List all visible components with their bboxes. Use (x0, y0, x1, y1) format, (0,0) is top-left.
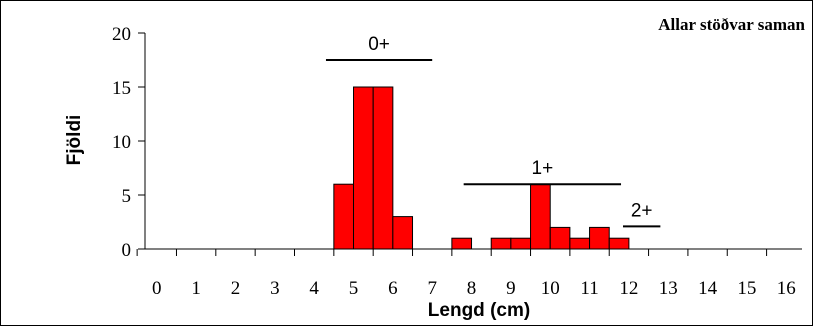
chart-title: Allar stöðvar saman (658, 15, 805, 34)
x-tick-label: 6 (388, 278, 398, 299)
histogram-bar (589, 226, 610, 250)
age-group-label: 1+ (532, 158, 554, 179)
bars (333, 86, 630, 250)
x-axis: 0 1 2 3 4 5 6 7 8 9 10 11 12 13 14 15 16 (136, 248, 802, 299)
x-tick-label: 15 (737, 278, 756, 299)
histogram-bar (510, 237, 532, 250)
x-tick-label: 10 (541, 278, 560, 299)
x-tick-label: 7 (427, 278, 437, 299)
x-tick-label: 14 (698, 278, 718, 299)
x-tick-label: 3 (270, 278, 280, 299)
y-tick-label: 10 (112, 132, 131, 153)
x-tick-label: 4 (309, 278, 319, 299)
age-groups: 0+ 1+ 2+ (325, 34, 661, 228)
y-tick-label: 15 (112, 78, 131, 99)
x-tick-label: 0 (152, 278, 162, 299)
y-axis: 0 5 10 15 20 (112, 24, 146, 261)
histogram-bar (333, 183, 355, 250)
x-tick-label: 5 (349, 278, 359, 299)
age-group-label: 2+ (631, 200, 653, 221)
histogram-bar (569, 237, 591, 250)
y-tick-label: 0 (122, 240, 132, 261)
histogram-bar (451, 237, 473, 250)
histogram-bar (353, 86, 374, 250)
histogram-bar (530, 183, 551, 250)
x-tick-label: 13 (659, 278, 678, 299)
age-group-label: 0+ (368, 34, 390, 55)
histogram-bar (490, 237, 512, 250)
histogram-bar (549, 226, 571, 250)
y-axis-title: Fjöldi (64, 115, 85, 166)
histogram-bar (392, 216, 414, 250)
x-tick-label: 12 (619, 278, 638, 299)
histogram-bar (608, 237, 630, 250)
x-axis-title: Lengd (cm) (428, 300, 530, 321)
x-tick-label: 16 (777, 278, 796, 299)
x-tick-label: 1 (191, 278, 201, 299)
x-tick-label: 11 (580, 278, 598, 299)
x-tick-label: 8 (467, 278, 477, 299)
y-tick-label: 5 (122, 186, 132, 207)
x-tick-label: 9 (506, 278, 516, 299)
histogram-bar (372, 86, 394, 250)
x-tick-label: 2 (231, 278, 241, 299)
y-tick-label: 20 (112, 24, 131, 45)
